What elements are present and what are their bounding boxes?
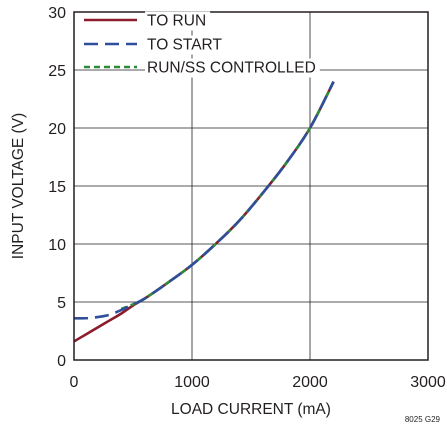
legend-label-to-start: TO START — [147, 37, 222, 54]
x-tick-label: 1000 — [174, 374, 210, 391]
y-tick-label: 15 — [48, 179, 66, 196]
y-tick-label: 5 — [57, 295, 66, 312]
series-line-to-run — [73, 81, 335, 343]
legend-label-to-run: TO RUN — [147, 13, 206, 30]
legend-label-background — [145, 11, 211, 31]
figure-note: 8025 G29 — [405, 415, 441, 424]
x-tick-label: 3000 — [410, 374, 446, 391]
legend-label-background — [145, 35, 227, 55]
y-tick-label: 20 — [48, 121, 66, 138]
y-tick-label: 25 — [48, 63, 66, 80]
x-axis-label: LOAD CURRENT (mA) — [171, 401, 331, 418]
legend-label-background — [145, 58, 320, 78]
legend: TO RUN TO START RUN/SS CONTROLLED — [84, 11, 320, 78]
series-layer — [73, 81, 335, 343]
legend-label-run-ss-controlled: RUN/SS CONTROLLED — [147, 60, 316, 77]
tick-labels: 0 1000 2000 3000 0 5 10 15 20 25 30 — [48, 5, 446, 391]
series-line-run-ss-controlled — [120, 81, 335, 311]
y-tick-label: 30 — [48, 5, 66, 22]
series-line-to-start — [73, 81, 335, 320]
plot-frame — [73, 11, 429, 361]
y-tick-label: 10 — [48, 237, 66, 254]
x-tick-label: 0 — [70, 374, 79, 391]
y-tick-label: 0 — [57, 353, 66, 370]
x-tick-label: 2000 — [292, 374, 328, 391]
y-axis-label: INPUT VOLTAGE (V) — [10, 113, 27, 259]
